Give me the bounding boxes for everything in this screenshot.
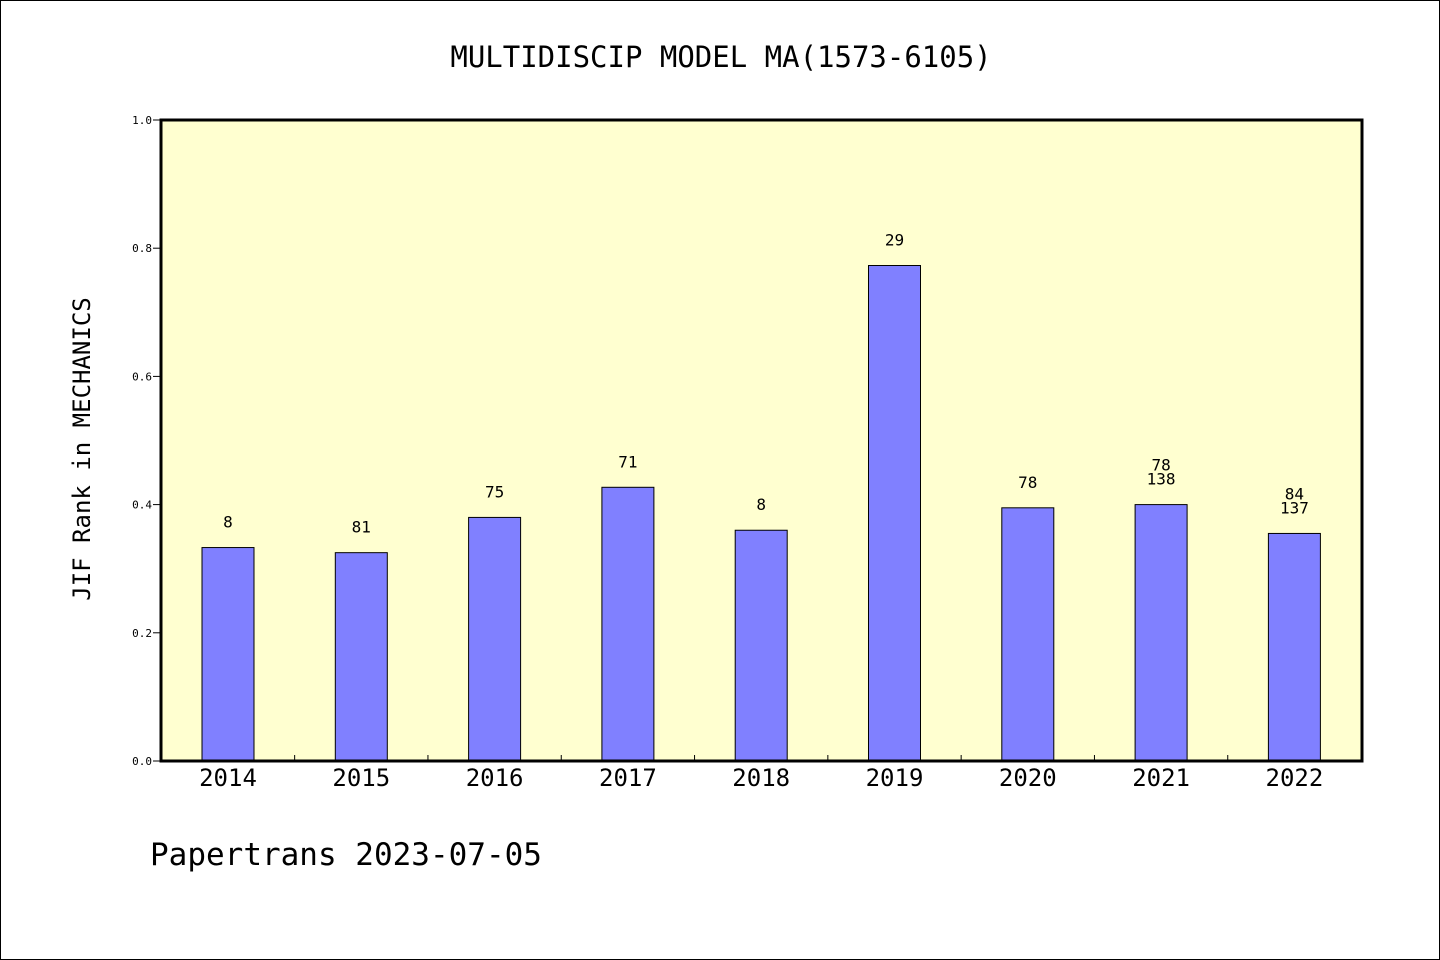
y-tick-label: 1.0 — [132, 114, 152, 127]
bar-annotation: 8 — [756, 495, 766, 514]
bar — [1001, 507, 1055, 762]
x-tick-label: 2016 — [466, 764, 524, 792]
bar — [734, 529, 788, 762]
x-tick-label: 2018 — [732, 764, 790, 792]
bar — [601, 486, 655, 762]
bar — [334, 552, 388, 762]
x-tick-label: 2017 — [599, 764, 657, 792]
bar — [1134, 504, 1188, 762]
bar-annotation: 75 — [485, 482, 504, 501]
bar — [868, 265, 921, 762]
y-axis: 0.0 0.2 0.4 0.6 0.8 1.0 — [132, 114, 161, 768]
bar-annotation: 71 — [618, 452, 637, 471]
x-tick-label: 2019 — [866, 764, 924, 792]
bar-annotation: 78 — [1018, 473, 1037, 492]
y-tick-label: 0.8 — [132, 242, 152, 255]
bar-annotation: 8 — [223, 513, 233, 532]
bar-annotation: 138 — [1147, 470, 1176, 489]
y-axis-label: JIF Rank in MECHANICS — [68, 297, 96, 600]
footer-credit: Papertrans 2023-07-05 — [150, 837, 542, 873]
bar-annotation: 84 — [1285, 484, 1304, 503]
chart-title: MULTIDISCIP MODEL MA(1573-6105) — [450, 40, 991, 74]
y-tick-label: 0.4 — [132, 499, 152, 512]
y-tick-label: 0.6 — [132, 370, 152, 383]
y-tick-label: 0.0 — [132, 755, 152, 768]
x-tick-label: 2014 — [199, 764, 257, 792]
bar-series — [201, 265, 1321, 762]
x-axis: 2014 2015 2016 2017 2018 2019 2020 2021 2022 — [160, 755, 1362, 792]
x-tick-label: 2021 — [1132, 764, 1190, 792]
x-tick-label: 2022 — [1266, 764, 1324, 792]
bar-annotation: 29 — [885, 231, 904, 250]
plot-border — [159, 118, 1364, 763]
x-tick-label: 2020 — [999, 764, 1057, 792]
bar-annotation: 137 — [1280, 498, 1309, 517]
bar-annotation: 78 — [1151, 456, 1170, 475]
x-tick-label: 2015 — [332, 764, 390, 792]
bar — [201, 547, 255, 762]
bar — [1267, 532, 1321, 762]
y-tick-label: 0.2 — [132, 627, 152, 640]
bar-annotation: 81 — [352, 518, 371, 537]
bar — [468, 516, 522, 762]
